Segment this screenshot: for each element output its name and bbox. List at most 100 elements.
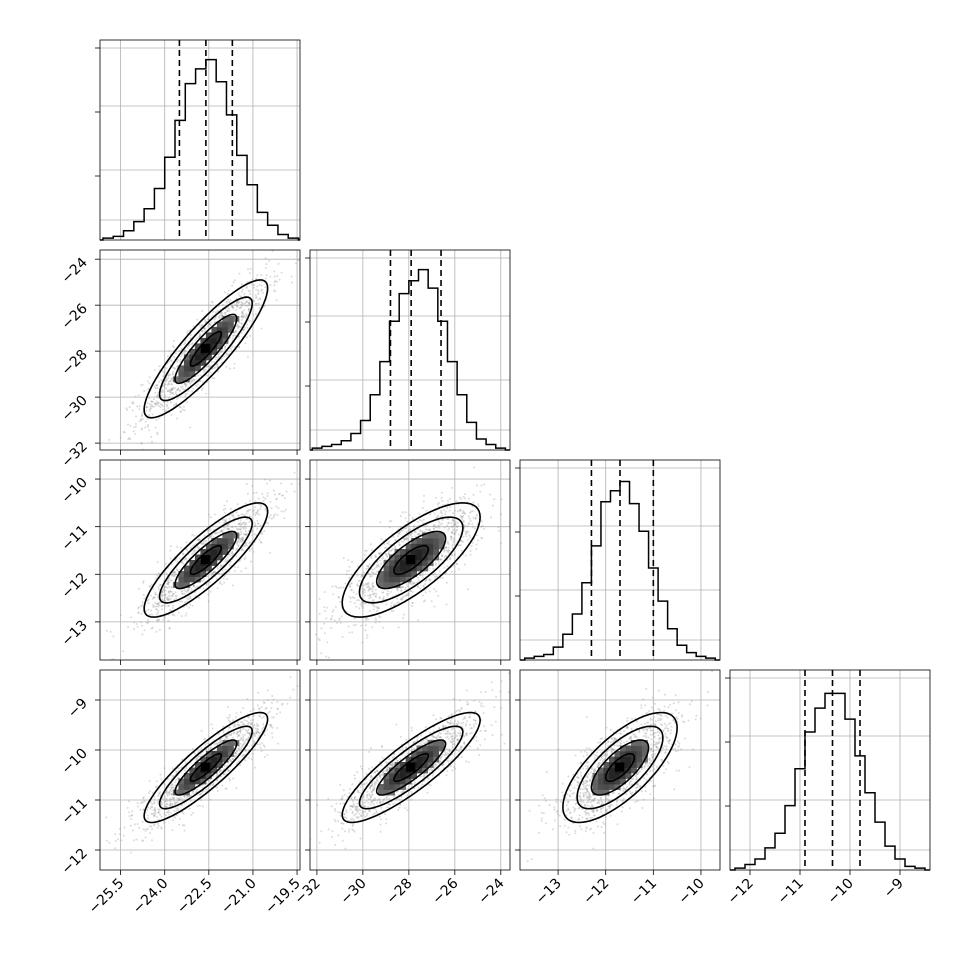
scatter-point: [439, 717, 442, 719]
scatter-point: [440, 558, 443, 561]
scatter-point: [438, 527, 441, 529]
scatter-point: [598, 761, 601, 764]
scatter-point: [586, 812, 589, 815]
scatter-point: [167, 581, 170, 584]
scatter-point: [594, 756, 596, 759]
scatter-point: [189, 799, 192, 802]
scatter-point: [631, 791, 634, 794]
density-cell: [227, 538, 234, 544]
scatter-point: [381, 591, 384, 594]
scatter-point: [603, 758, 606, 761]
scatter-point: [162, 374, 165, 377]
scatter-point: [424, 583, 427, 586]
scatter-point: [157, 602, 160, 605]
scatter-point: [620, 810, 623, 813]
scatter-point: [169, 545, 172, 548]
scatter-point: [459, 731, 462, 734]
scatter-point: [475, 739, 478, 742]
scatter-point: [237, 724, 240, 727]
density-cell: [227, 745, 234, 752]
scatter-point: [241, 723, 244, 726]
scatter-point: [590, 777, 593, 780]
scatter-point: [660, 723, 663, 726]
scatter-point: [418, 533, 421, 536]
scatter-point: [160, 403, 163, 406]
scatter-point: [459, 746, 462, 749]
scatter-point: [481, 537, 484, 540]
scatter-point: [451, 737, 454, 740]
scatter-point: [181, 824, 184, 827]
scatter-point: [241, 302, 243, 305]
scatter-point: [670, 712, 673, 715]
scatter-point: [152, 401, 154, 403]
scatter-point: [432, 714, 435, 717]
scatter-point: [382, 591, 385, 594]
scatter-point: [184, 341, 187, 344]
scatter-point: [371, 590, 374, 593]
scatter-point: [609, 805, 612, 808]
scatter-point: [449, 722, 451, 725]
scatter-point: [366, 796, 369, 799]
scatter-point: [228, 564, 231, 567]
scatter-point: [171, 607, 174, 609]
scatter-point: [248, 302, 251, 304]
scatter-point: [269, 500, 272, 503]
scatter-point: [469, 519, 472, 522]
scatter-point: [388, 797, 391, 800]
density-cell: [172, 376, 179, 383]
scatter-point: [450, 536, 453, 539]
scatter-point: [349, 597, 352, 600]
scatter-point: [246, 281, 249, 284]
contour-level-3: [143, 279, 269, 419]
scatter-point: [204, 318, 206, 321]
scatter-point: [198, 793, 201, 796]
scatter-point: [607, 805, 610, 808]
scatter-point: [660, 714, 663, 717]
scatter-point: [565, 804, 568, 807]
scatter-point: [556, 810, 559, 813]
scatter-point: [370, 575, 373, 578]
scatter-point: [151, 812, 154, 815]
scatter-point: [274, 290, 277, 293]
scatter-point: [235, 301, 238, 304]
scatter-point: [148, 585, 151, 588]
scatter-point: [239, 711, 242, 714]
scatter-point: [156, 402, 159, 405]
scatter-point: [351, 805, 354, 808]
scatter-point: [360, 624, 363, 627]
scatter-point: [416, 736, 419, 739]
scatter-point: [604, 753, 607, 756]
scatter-point: [587, 800, 590, 803]
density-cell: [216, 762, 223, 768]
scatter-point: [224, 787, 227, 790]
scatter-point: [388, 758, 391, 760]
scatter-point: [219, 530, 222, 533]
scatter-point: [226, 577, 229, 580]
contour-level-2: [158, 725, 254, 810]
scatter-point: [372, 585, 375, 588]
scatter-point: [483, 725, 486, 728]
scatter-point: [467, 703, 470, 705]
scatter-point: [430, 600, 433, 603]
scatter-point: [582, 788, 584, 791]
scatter-point: [585, 781, 588, 784]
scatter-point: [650, 743, 653, 746]
scatter-point: [413, 781, 416, 784]
scatter-point: [153, 402, 156, 405]
scatter-point: [669, 732, 672, 735]
scatter-point: [193, 378, 196, 381]
scatter-point: [273, 281, 276, 284]
scatter-point: [449, 732, 452, 735]
scatter-point: [169, 549, 172, 552]
scatter-point: [235, 555, 238, 558]
scatter-point: [374, 771, 376, 774]
scatter-point: [433, 605, 436, 608]
scatter-point: [376, 561, 379, 564]
scatter-point: [381, 744, 384, 747]
scatter-point: [348, 566, 351, 568]
scatter-point: [444, 751, 447, 754]
scatter-point: [464, 493, 467, 496]
scatter-point: [668, 739, 671, 742]
scatter-point: [200, 542, 203, 545]
density-panel-3-1: [305, 669, 511, 875]
